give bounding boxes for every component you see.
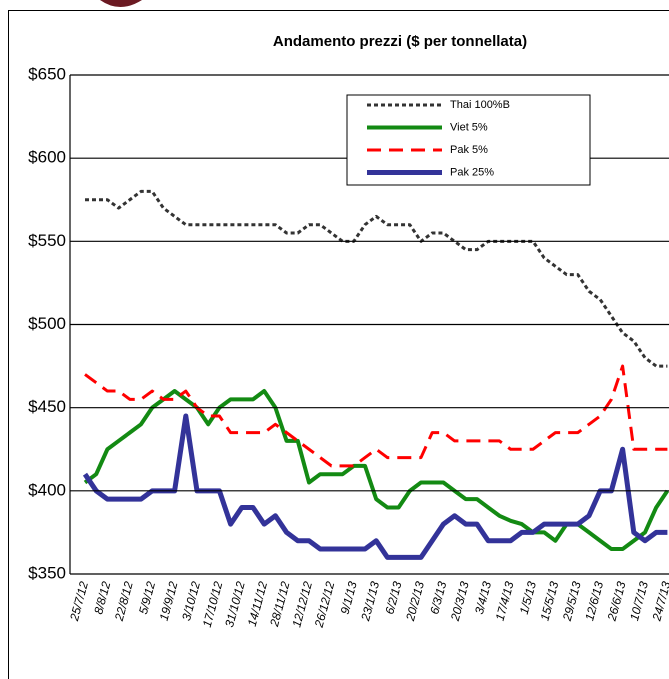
series-line — [84, 364, 668, 468]
legend-label: Pak 5% — [450, 144, 488, 156]
series-line — [85, 189, 668, 368]
legend-label: Viet 5% — [450, 121, 488, 133]
plot — [82, 189, 669, 560]
y-tick-label: $550 — [28, 231, 66, 250]
y-tick-label: $400 — [28, 480, 66, 499]
y-tick-label: $500 — [28, 314, 66, 333]
chart-title: Andamento prezzi ($ per tonnellata) — [273, 33, 527, 50]
y-tick-label: $450 — [28, 397, 66, 416]
y-tick-label: $350 — [28, 563, 66, 582]
frame — [8, 10, 669, 679]
logo — [100, 0, 142, 7]
legend-label: Pak 25% — [450, 166, 494, 178]
legend-label: Thai 100%B — [450, 99, 510, 111]
series-line — [82, 413, 668, 560]
y-tick-label: $600 — [28, 148, 66, 167]
y-tick-label: $650 — [28, 64, 66, 83]
